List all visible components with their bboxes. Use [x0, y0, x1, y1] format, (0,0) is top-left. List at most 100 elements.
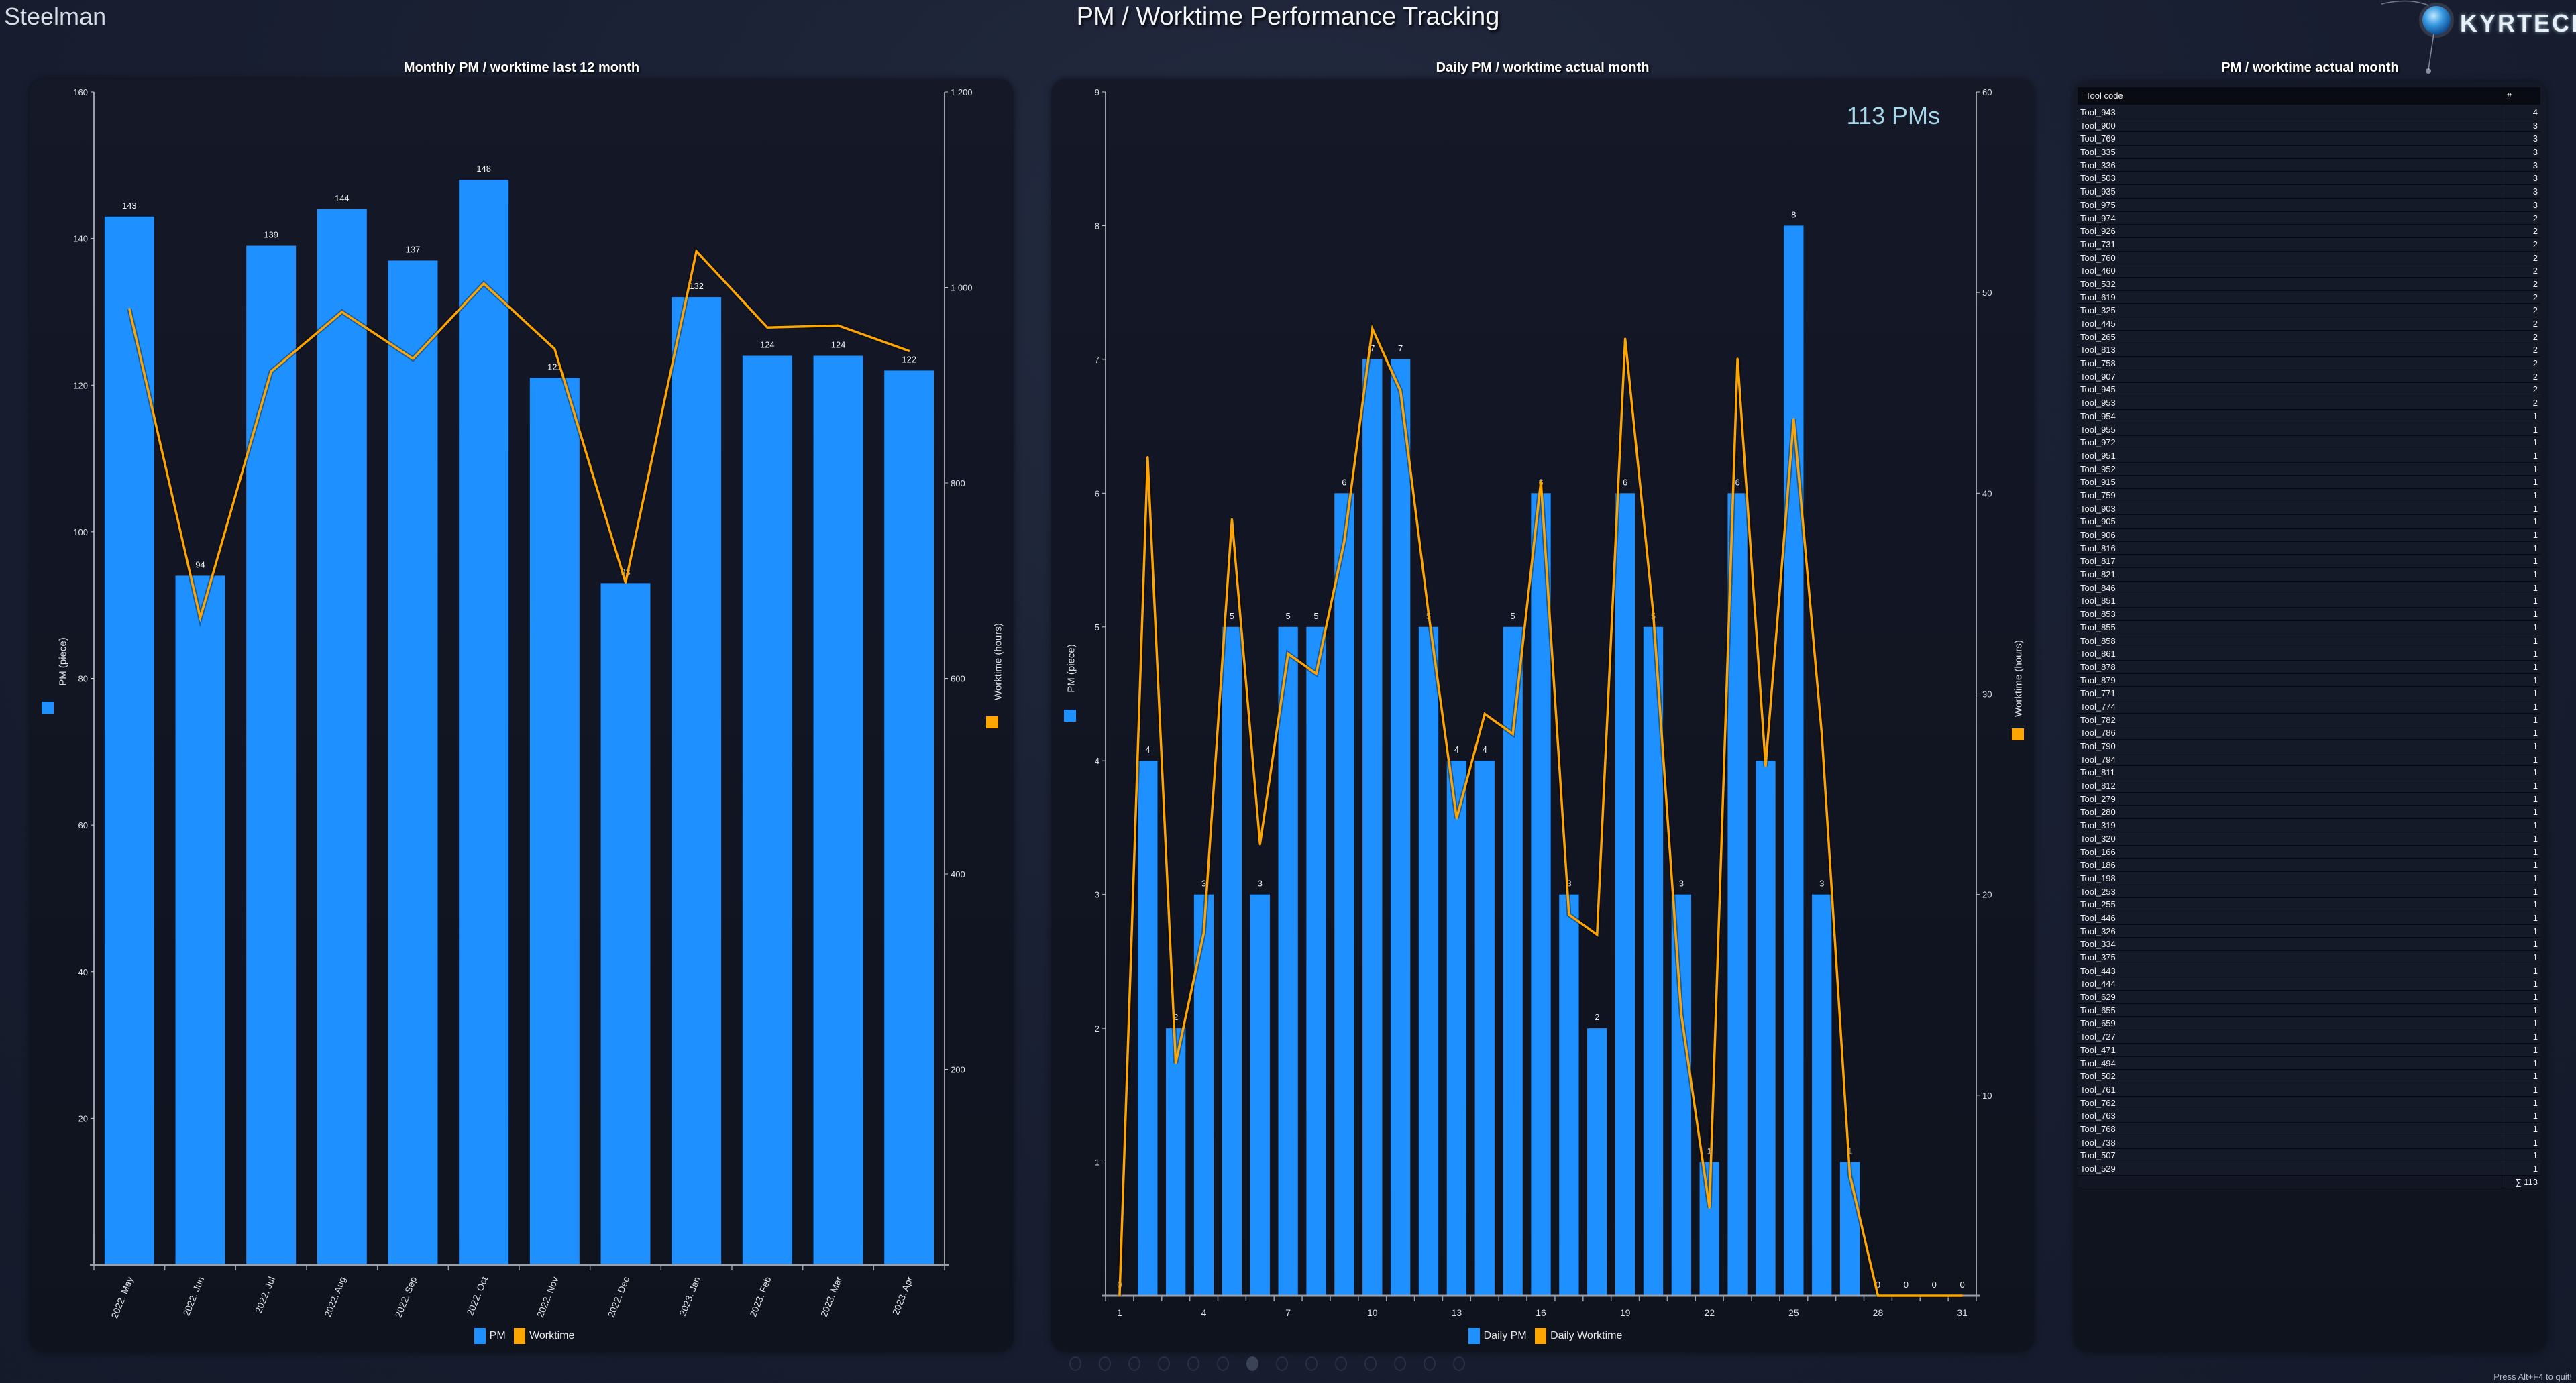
table-row[interactable]: Tool_774 1	[2078, 700, 2540, 714]
table-row[interactable]: Tool_811 1	[2078, 766, 2540, 780]
bar-23[interactable]	[1727, 493, 1748, 1296]
bar-2022-oct[interactable]	[459, 180, 509, 1265]
page-dot-1[interactable]	[1069, 1356, 1081, 1371]
bar-6[interactable]	[1250, 894, 1270, 1296]
legend-worktime-label[interactable]: Worktime	[529, 1330, 575, 1341]
bar-11[interactable]	[1390, 359, 1411, 1296]
table-row[interactable]: Tool_915 1	[2078, 476, 2540, 489]
table-row[interactable]: Tool_445 2	[2078, 317, 2540, 331]
table-row[interactable]: Tool_953 2	[2078, 396, 2540, 410]
table-row[interactable]: Tool_851 1	[2078, 594, 2540, 608]
bar-21[interactable]	[1671, 894, 1692, 1296]
page-dot-3[interactable]	[1128, 1356, 1140, 1371]
column-header-count[interactable]: #	[2507, 91, 2512, 101]
table-row[interactable]: Tool_955 1	[2078, 423, 2540, 437]
table-row[interactable]: Tool_325 2	[2078, 304, 2540, 317]
table-row[interactable]: Tool_255 1	[2078, 898, 2540, 911]
table-row[interactable]: Tool_319 1	[2078, 819, 2540, 832]
bar-14[interactable]	[1474, 761, 1495, 1296]
bar-17[interactable]	[1559, 894, 1579, 1296]
bar-2022-jun[interactable]	[175, 575, 225, 1265]
table-row[interactable]: Tool_763 1	[2078, 1109, 2540, 1123]
bar-7[interactable]	[1278, 626, 1298, 1296]
table-row[interactable]: Tool_629 1	[2078, 991, 2540, 1004]
table-row[interactable]: Tool_320 1	[2078, 832, 2540, 846]
table-row[interactable]: Tool_334 1	[2078, 938, 2540, 951]
table-row[interactable]: Tool_768 1	[2078, 1122, 2540, 1136]
table-row[interactable]: Tool_782 1	[2078, 713, 2540, 727]
table-row[interactable]: Tool_507 1	[2078, 1149, 2540, 1162]
table-row[interactable]: Tool_905 1	[2078, 515, 2540, 529]
bar-13[interactable]	[1446, 761, 1467, 1296]
table-row[interactable]: Tool_502 1	[2078, 1070, 2540, 1083]
table-row[interactable]: Tool_769 3	[2078, 132, 2540, 146]
bar-8[interactable]	[1306, 626, 1326, 1296]
table-row[interactable]: Tool_198 1	[2078, 871, 2540, 885]
table-row[interactable]: Tool_812 1	[2078, 779, 2540, 793]
table-row[interactable]: Tool_813 2	[2078, 343, 2540, 357]
legend-daily-pm-label[interactable]: Daily PM	[1483, 1330, 1527, 1341]
bar-10[interactable]	[1362, 359, 1383, 1296]
table-row[interactable]: Tool_974 2	[2078, 211, 2540, 225]
table-row[interactable]: Tool_494 1	[2078, 1056, 2540, 1070]
bar-20[interactable]	[1643, 626, 1664, 1296]
table-row[interactable]: Tool_335 3	[2078, 146, 2540, 159]
table-row[interactable]: Tool_186 1	[2078, 859, 2540, 872]
bar-2022-dec[interactable]	[600, 583, 651, 1265]
table-row[interactable]: Tool_972 1	[2078, 436, 2540, 449]
table-row[interactable]: Tool_336 3	[2078, 158, 2540, 172]
bar-26[interactable]	[1812, 894, 1832, 1296]
page-dot-11[interactable]	[1364, 1356, 1377, 1371]
column-header-tool-code[interactable]: Tool code	[2086, 91, 2123, 101]
table-row[interactable]: Tool_817 1	[2078, 555, 2540, 569]
bar-2023-apr[interactable]	[884, 370, 934, 1266]
table-row[interactable]: Tool_926 2	[2078, 225, 2540, 238]
table-row[interactable]: Tool_943 4	[2078, 106, 2540, 119]
table-row[interactable]: Tool_759 1	[2078, 488, 2540, 502]
table-row[interactable]: Tool_758 2	[2078, 357, 2540, 370]
table-row[interactable]: Tool_771 1	[2078, 687, 2540, 700]
bar-9[interactable]	[1334, 493, 1354, 1296]
table-row[interactable]: Tool_253 1	[2078, 885, 2540, 899]
table-row[interactable]: Tool_280 1	[2078, 806, 2540, 820]
page-dot-9[interactable]	[1305, 1356, 1318, 1371]
table-row[interactable]: Tool_443 1	[2078, 964, 2540, 978]
bar-5[interactable]	[1222, 626, 1242, 1296]
page-dot-6[interactable]	[1217, 1356, 1229, 1371]
table-row[interactable]: Tool_375 1	[2078, 951, 2540, 964]
table-row[interactable]: Tool_761 1	[2078, 1083, 2540, 1097]
table-row[interactable]: Tool_166 1	[2078, 845, 2540, 859]
table-row[interactable]: Tool_444 1	[2078, 977, 2540, 991]
bar-2[interactable]	[1138, 761, 1158, 1296]
table-row[interactable]: Tool_460 2	[2078, 264, 2540, 278]
bar-12[interactable]	[1418, 626, 1439, 1296]
table-row[interactable]: Tool_853 1	[2078, 608, 2540, 621]
tool-table-body[interactable]: Tool_943 4 Tool_900 3 Tool_769 3 Tool_335 3 Tool…	[2078, 106, 2540, 1189]
bar-15[interactable]	[1503, 626, 1523, 1296]
legend-pm-label[interactable]: PM	[489, 1330, 506, 1341]
table-row[interactable]: Tool_975 3	[2078, 198, 2540, 212]
table-row[interactable]: Tool_821 1	[2078, 568, 2540, 582]
table-row[interactable]: Tool_878 1	[2078, 660, 2540, 674]
table-row[interactable]: Tool_532 2	[2078, 277, 2540, 291]
table-row[interactable]: Tool_861 1	[2078, 647, 2540, 661]
table-row[interactable]: Tool_951 1	[2078, 449, 2540, 463]
table-row[interactable]: Tool_471 1	[2078, 1043, 2540, 1057]
table-row[interactable]: Tool_727 1	[2078, 1030, 2540, 1044]
table-row[interactable]: Tool_619 2	[2078, 290, 2540, 305]
table-row[interactable]: Tool_846 1	[2078, 581, 2540, 595]
table-row[interactable]: Tool_906 1	[2078, 529, 2540, 542]
table-row[interactable]: Tool_879 1	[2078, 673, 2540, 687]
table-row[interactable]: Tool_794 1	[2078, 753, 2540, 767]
bar-2022-aug[interactable]	[317, 209, 367, 1265]
table-row[interactable]: Tool_935 3	[2078, 185, 2540, 199]
table-row[interactable]: Tool_855 1	[2078, 620, 2540, 634]
bar-19[interactable]	[1615, 493, 1635, 1296]
bar-18[interactable]	[1587, 1028, 1607, 1296]
table-row[interactable]: Tool_655 1	[2078, 1003, 2540, 1017]
page-dot-7[interactable]	[1246, 1356, 1258, 1371]
table-row[interactable]: Tool_816 1	[2078, 541, 2540, 555]
table-row[interactable]: Tool_279 1	[2078, 792, 2540, 806]
bar-2022-sep[interactable]	[388, 260, 438, 1266]
table-row[interactable]: Tool_326 1	[2078, 924, 2540, 938]
